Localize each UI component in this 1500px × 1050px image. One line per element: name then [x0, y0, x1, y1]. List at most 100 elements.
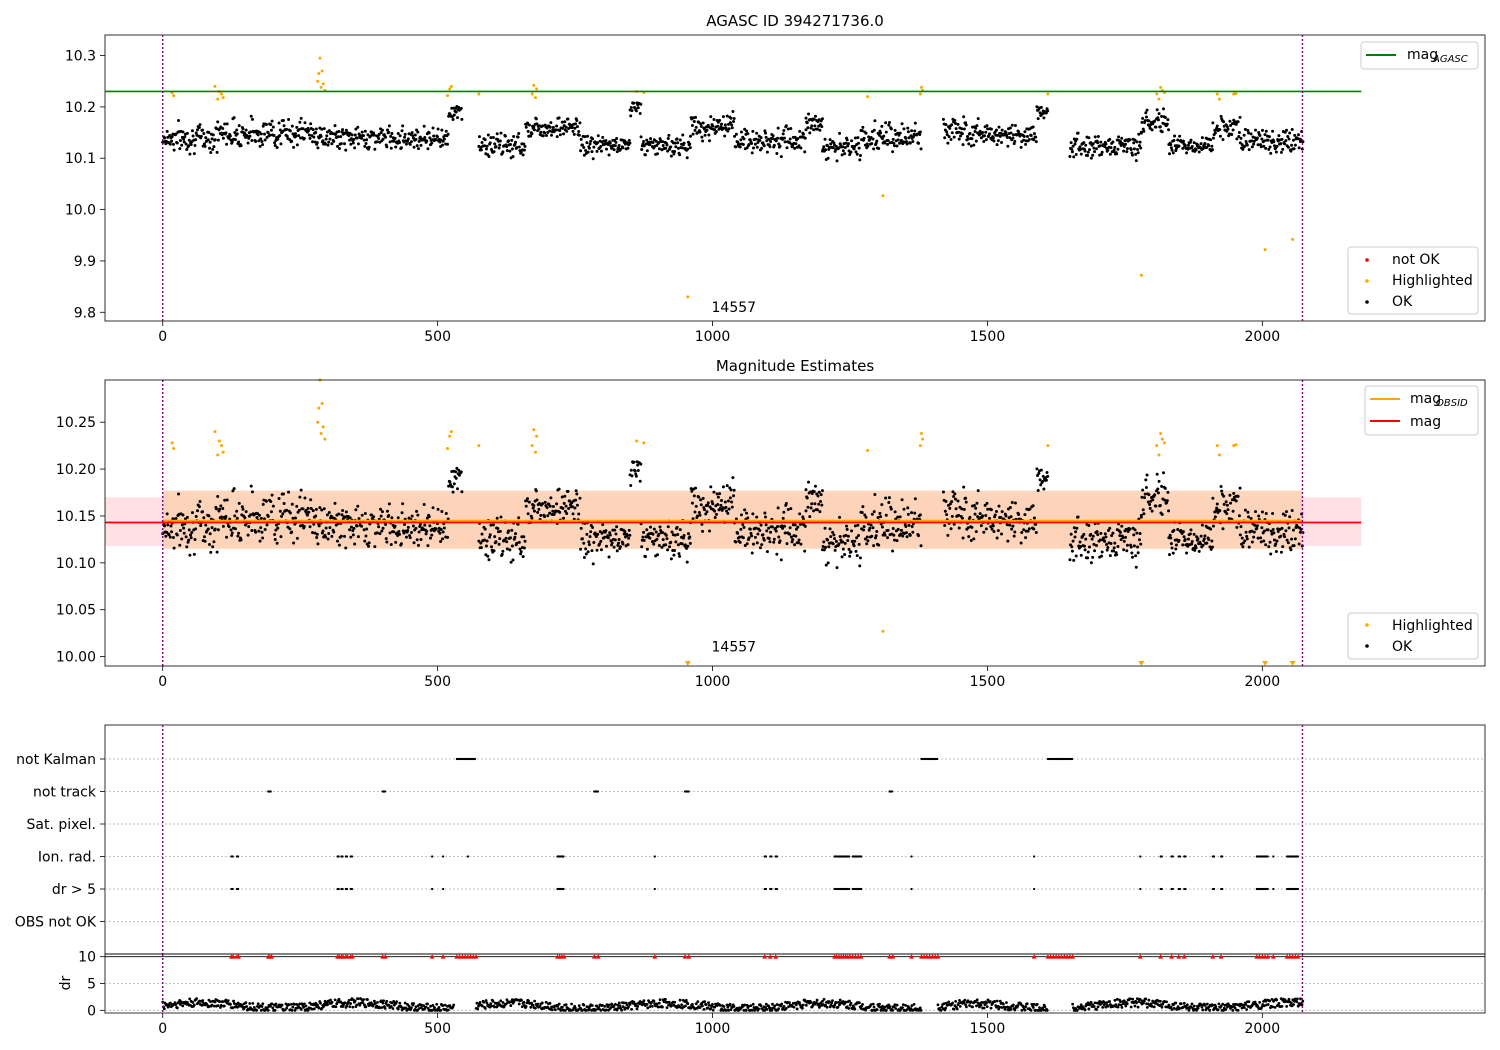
ok-point	[1145, 108, 1149, 112]
ok-point	[1125, 549, 1129, 553]
ok-point	[1269, 151, 1273, 155]
ok-point	[1279, 150, 1283, 154]
ok-point	[1026, 529, 1030, 533]
highlighted-point	[1157, 97, 1161, 101]
ok-point	[1096, 135, 1100, 139]
ok-point	[750, 141, 754, 145]
ok-point	[891, 526, 895, 530]
ok-point	[1124, 142, 1128, 146]
dr-point	[452, 1003, 456, 1007]
flag-row-label: Sat. pixel.	[27, 817, 96, 833]
ok-point	[887, 500, 891, 504]
ok-point	[1143, 492, 1147, 496]
ok-point	[599, 539, 603, 543]
y-tick-label: 10.1	[65, 151, 96, 167]
highlighted-point	[530, 444, 534, 448]
ok-point	[982, 530, 986, 534]
ok-point	[394, 145, 398, 149]
dr-point	[404, 1006, 408, 1010]
ok-point	[614, 532, 618, 536]
dr-point	[1095, 1008, 1098, 1011]
ok-point	[269, 128, 273, 132]
ok-point	[1266, 138, 1270, 142]
ok-point	[874, 141, 878, 145]
ok-point	[1194, 148, 1198, 152]
ok-point	[224, 514, 228, 518]
flag-point	[337, 855, 340, 858]
ok-point	[911, 139, 915, 143]
ok-point	[596, 532, 600, 536]
ok-point	[797, 144, 801, 148]
dr-point	[836, 1005, 840, 1009]
ok-point	[962, 507, 966, 511]
ok-point	[741, 142, 745, 146]
ok-point	[579, 137, 583, 141]
ok-point	[479, 541, 483, 545]
ok-point	[911, 135, 915, 139]
ok-point	[995, 143, 999, 147]
y-tick-label: 10.3	[65, 49, 96, 65]
ok-point	[608, 141, 612, 145]
ok-point	[273, 141, 277, 145]
ok-point	[167, 533, 171, 537]
ok-point	[1120, 136, 1124, 140]
ok-point	[826, 538, 830, 542]
ok-point	[1083, 548, 1087, 552]
ok-point	[762, 538, 766, 542]
ok-point	[907, 523, 911, 527]
ok-point	[711, 124, 715, 128]
ok-point	[858, 556, 862, 560]
ok-point	[455, 487, 459, 491]
ok-point	[960, 507, 964, 511]
ok-point	[499, 515, 503, 519]
flag-point	[341, 887, 344, 891]
dr-point	[216, 1004, 220, 1008]
ok-point	[974, 506, 978, 510]
ok-point	[617, 541, 621, 545]
ok-point	[380, 529, 384, 533]
ok-point	[875, 139, 879, 143]
dr-point	[1071, 1002, 1075, 1006]
dr-point	[1009, 1007, 1013, 1011]
ok-point	[223, 122, 227, 126]
ok-point	[1246, 129, 1250, 133]
ok-point	[254, 530, 258, 534]
ok-point	[750, 551, 754, 555]
ok-point	[704, 512, 708, 516]
dr-point	[694, 1002, 698, 1006]
flag-point	[910, 855, 913, 858]
dr-point	[728, 1002, 732, 1006]
ok-point	[229, 528, 233, 532]
ok-point	[574, 489, 578, 493]
ok-point	[184, 142, 188, 146]
ok-point	[750, 151, 754, 155]
ok-point	[589, 530, 593, 534]
ok-point	[951, 490, 955, 494]
ok-point	[605, 147, 609, 151]
ok-point	[1267, 135, 1271, 139]
ok-point	[206, 527, 210, 531]
ok-point	[406, 525, 410, 529]
ok-point	[988, 132, 992, 136]
ok-point	[983, 503, 987, 507]
ok-point	[575, 125, 579, 129]
ok-point	[1104, 535, 1108, 539]
ok-point	[734, 145, 738, 149]
dr-point	[747, 1005, 750, 1008]
ok-point	[401, 124, 405, 128]
ok-point	[966, 137, 970, 141]
ok-point	[539, 130, 543, 134]
ok-point	[700, 135, 704, 139]
ok-point	[1017, 130, 1021, 134]
ok-point	[1240, 143, 1244, 147]
ok-point	[1125, 147, 1129, 151]
ok-point	[1118, 534, 1122, 538]
ok-point	[823, 526, 827, 530]
ok-point	[260, 140, 264, 144]
ok-point	[225, 142, 229, 146]
dr-point	[777, 1007, 781, 1011]
ok-point	[591, 157, 595, 161]
ok-point	[582, 541, 586, 545]
ok-point	[629, 468, 633, 472]
ok-point	[529, 134, 533, 138]
